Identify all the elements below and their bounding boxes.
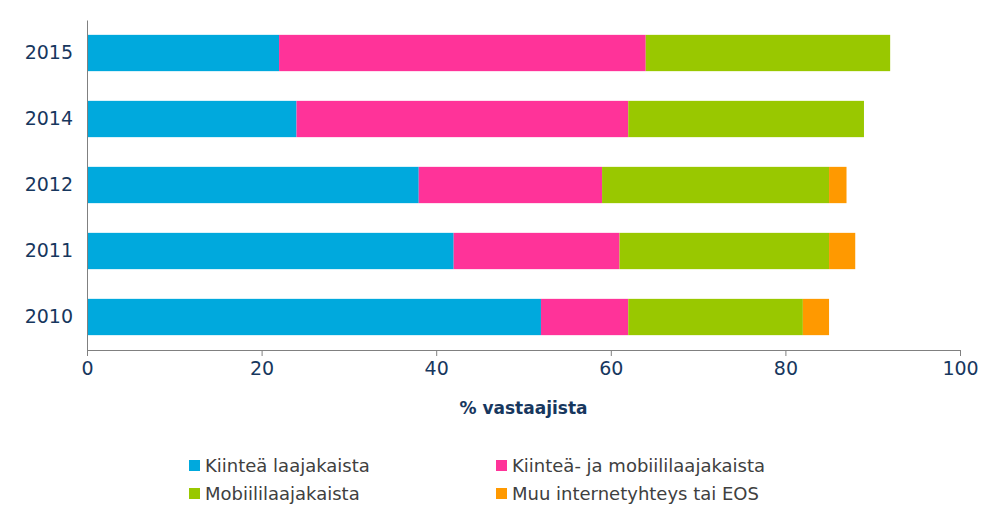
- bar: [803, 299, 829, 335]
- legend-label: Muu internetyhteys tai EOS: [512, 483, 759, 504]
- tick-mark: [960, 350, 961, 356]
- tick: 60: [599, 350, 623, 379]
- series-bars: [803, 167, 855, 335]
- tick-mark: [87, 350, 88, 356]
- tick: 40: [425, 350, 449, 379]
- tick: 20: [250, 350, 274, 379]
- tick-label: 60: [599, 357, 623, 379]
- tick-label: 40: [425, 357, 449, 379]
- legend-swatch: [189, 460, 200, 471]
- tick-label: 0: [81, 357, 93, 379]
- tick: 2014: [25, 107, 87, 129]
- tick: 2015: [25, 41, 87, 63]
- bar: [620, 233, 830, 269]
- legend-item: Kiinteä- ja mobiililaajakaista: [496, 455, 765, 476]
- bar: [87, 233, 454, 269]
- tick-label: 2010: [25, 305, 73, 327]
- bars: [87, 35, 890, 335]
- legend: Kiinteä laajakaista Kiinteä- ja mobiilila…: [189, 455, 765, 504]
- tick: 2012: [25, 173, 87, 195]
- bar: [87, 167, 419, 203]
- axis-title: % vastaajista: [459, 398, 587, 418]
- bar: [829, 167, 846, 203]
- legend-item: Kiinteä laajakaista: [189, 455, 370, 476]
- tick-label: 2012: [25, 173, 73, 195]
- bar: [454, 233, 620, 269]
- tick-mark: [785, 350, 786, 356]
- legend-label: Kiinteä- ja mobiililaajakaista: [512, 455, 765, 476]
- tick-label: 2014: [25, 107, 73, 129]
- bar: [541, 299, 628, 335]
- plot: 0 20 40 60 80 100 2015 2014 2012 2011 2010: [25, 21, 979, 380]
- bar: [279, 35, 646, 71]
- axis-line: [88, 351, 961, 357]
- tick-label: 2015: [25, 41, 73, 63]
- tick-label: 2011: [25, 239, 73, 261]
- bar: [863, 101, 864, 137]
- tick-mark: [611, 350, 612, 356]
- tick-label: 20: [250, 357, 274, 379]
- tick: 0: [81, 350, 93, 379]
- legend-item: Mobiililaajakaista: [189, 483, 360, 504]
- series-bars: [279, 35, 646, 335]
- bar: [87, 101, 297, 137]
- chart: 0 20 40 60 80 100 2015 2014 2012 2011 2010 % vastaa…: [0, 0, 1004, 531]
- tick: 2011: [25, 239, 87, 261]
- bar: [890, 35, 891, 71]
- series-bars: [602, 35, 890, 335]
- tick-mark: [436, 350, 437, 356]
- x-axis: 0 20 40 60 80 100: [81, 350, 978, 379]
- bar: [829, 233, 855, 269]
- tick-label: 100: [942, 357, 978, 379]
- legend-label: Kiinteä laajakaista: [205, 455, 370, 476]
- bar: [646, 35, 890, 71]
- bar: [87, 299, 541, 335]
- legend-swatch: [189, 488, 200, 499]
- bar: [628, 101, 864, 137]
- bar: [87, 35, 279, 71]
- bar: [628, 299, 803, 335]
- legend-label: Mobiililaajakaista: [205, 483, 360, 504]
- tick-mark: [262, 350, 263, 356]
- legend-swatch: [496, 460, 507, 471]
- legend-swatch: [496, 488, 507, 499]
- tick: 100: [942, 350, 978, 379]
- bar: [297, 101, 629, 137]
- bar: [419, 167, 602, 203]
- legend-item: Muu internetyhteys tai EOS: [496, 483, 759, 504]
- tick-label: 80: [774, 357, 798, 379]
- tick: 80: [774, 350, 798, 379]
- bar: [602, 167, 829, 203]
- y-axis: 2015 2014 2012 2011 2010: [25, 21, 88, 351]
- tick: 2010: [25, 305, 87, 327]
- axis-line: [87, 21, 88, 351]
